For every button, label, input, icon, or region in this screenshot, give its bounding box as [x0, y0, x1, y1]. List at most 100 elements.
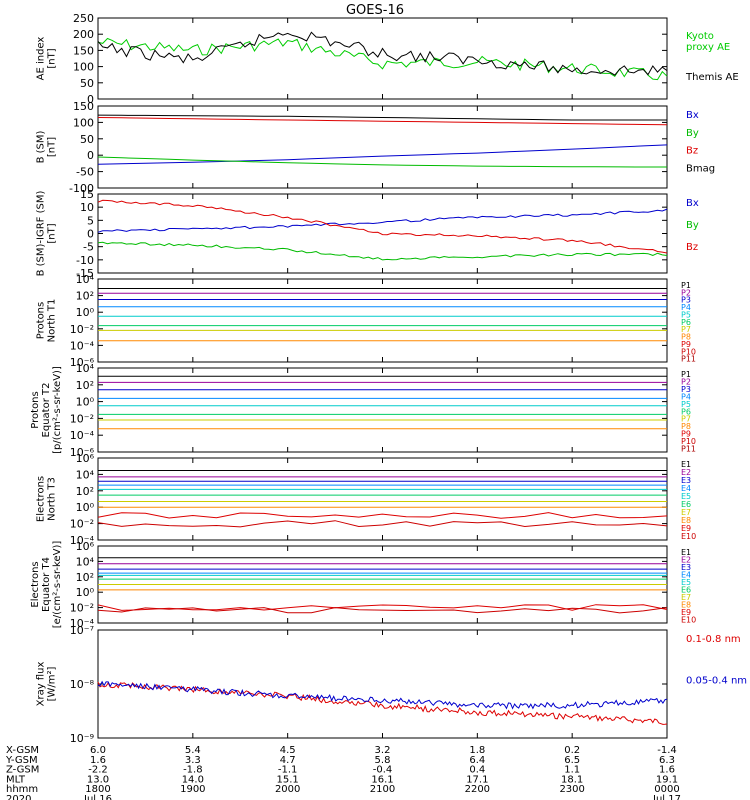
ephemeris-table: X-GSMY-GSMZ-GSMMLThhmm20206.01.6-2.213.0…: [5, 745, 681, 800]
ephemeris-value: 6.0: [90, 745, 106, 756]
series-line: [97, 681, 668, 725]
ephemeris-value: 5.8: [375, 755, 391, 766]
y-tick-label: 10⁻⁷: [70, 624, 94, 637]
panel-pt1: 10⁴ 10² 10⁰ 10⁻² 10⁻⁴ 10⁻⁶ ProtonsNorth T1 P1P2…: [36, 273, 697, 369]
channel-label: E3: [681, 563, 691, 572]
y-tick-label: 10²: [76, 571, 94, 584]
panel-frame: [97, 629, 668, 739]
legend-entry: Kyoto: [686, 31, 714, 42]
series-line: [97, 520, 668, 528]
series-line: [97, 114, 667, 121]
legend-entry: 0.1-0.8 nm: [686, 634, 741, 645]
channel-label: E1: [681, 460, 691, 469]
y-tick-label: 10⁻²: [70, 518, 94, 531]
panel-frame: [97, 17, 668, 100]
panel-frame: [97, 278, 668, 363]
channel-label: E2: [681, 556, 691, 565]
channel-label: P11: [681, 355, 696, 364]
y-tick-label: 200: [73, 28, 94, 41]
channel-label: E1: [681, 548, 691, 557]
ephemeris-value: -1.1: [278, 765, 298, 776]
ephemeris-value: 19.1: [656, 774, 678, 785]
channel-label: P1: [681, 370, 691, 379]
y-tick-label: 250: [73, 12, 94, 25]
panel-et4: 10⁶ 10⁴ 10² 10⁰ 10⁻² 10⁻⁴ ElectronsEquator T4[…: [30, 540, 696, 630]
y-tick-label: -15: [76, 267, 94, 280]
series-line: [97, 680, 668, 710]
y-tick-label: 10⁰: [76, 586, 95, 599]
ephemeris-value: 16.1: [371, 774, 393, 785]
ephemeris-value: 4.7: [280, 755, 296, 766]
channel-label: E4: [681, 571, 691, 580]
ephemeris-value: 15.1: [277, 774, 299, 785]
y-axis-label: ProtonsNorth T1: [36, 299, 58, 343]
channel-label: E9: [681, 608, 691, 617]
y-tick-label: 10⁻²: [70, 412, 94, 425]
y-tick-label: 10⁶: [76, 452, 95, 465]
y-tick-label: 10⁰: [76, 501, 95, 514]
y-tick-label: 10²: [76, 379, 94, 392]
y-axis-label: B (SM)-IGRF (SM)[nT]: [36, 191, 58, 277]
y-tick-label: -50: [76, 166, 94, 179]
channel-label: P2: [681, 377, 691, 386]
y-tick-label: -5: [83, 241, 94, 254]
legend-entry: Bmag: [686, 163, 715, 174]
y-tick-label: 10⁻⁶: [70, 356, 95, 369]
ephemeris-value: 3.3: [185, 755, 201, 766]
ephemeris-value: -1.8: [183, 765, 203, 776]
channel-label: E9: [681, 524, 691, 533]
ephemeris-value: 6.5: [564, 755, 580, 766]
ephemeris-value: 6.3: [659, 755, 675, 766]
channel-label: P10: [681, 437, 696, 446]
ephemeris-value: 4.5: [280, 745, 296, 756]
y-tick-label: 10⁴: [76, 555, 95, 568]
panel-bsm: 150 100 50 0 -50 -100 B (SM)[nT] Bx By Bz Bmag: [36, 100, 716, 195]
y-axis-label: ElectronsEquator T4[e/(cm²-s-sr-keV)]: [30, 541, 63, 629]
y-axis-label: B (SM)[nT]: [36, 130, 58, 163]
y-tick-label: 10⁴: [76, 273, 95, 286]
ephemeris-value: -1.4: [657, 745, 677, 756]
series-line: [97, 208, 668, 233]
panel-frame: [97, 367, 668, 453]
y-tick-label: 10⁶: [76, 540, 95, 553]
channel-label: E7: [681, 508, 691, 517]
ephemeris-value: 3.2: [375, 745, 391, 756]
series-line: [97, 607, 668, 614]
y-tick-label: 15: [80, 188, 94, 201]
series-line: [97, 512, 668, 519]
ephemeris-value: 14.0: [182, 774, 204, 785]
channel-label: P10: [681, 347, 696, 356]
channel-label: P7: [681, 415, 691, 424]
ephemeris-value: 6.4: [469, 755, 485, 766]
ephemeris-value: 0.4: [469, 765, 485, 776]
y-tick-label: 10⁻²: [70, 602, 94, 615]
ephemeris-row-label: Y-GSM: [5, 755, 38, 766]
series-line: [97, 199, 668, 254]
plot-title: GOES-16: [346, 3, 404, 18]
ephemeris-row-label: hhmm: [6, 784, 38, 795]
y-tick-label: 10⁻⁴: [70, 339, 95, 352]
legend-entry: 0.05-0.4 nm: [686, 676, 747, 687]
channel-label: P9: [681, 430, 691, 439]
channel-label: P3: [681, 296, 691, 305]
legend-entry: By: [686, 128, 699, 139]
channel-label: E2: [681, 468, 691, 477]
y-tick-label: 10: [80, 201, 94, 214]
ephemeris-value: 1.8: [469, 745, 485, 756]
channel-label: P8: [681, 422, 691, 431]
channel-label: P2: [681, 288, 691, 297]
y-axis-label: Xray flux[W/m²]: [36, 662, 58, 707]
legend-entry: By: [686, 220, 699, 231]
ephemeris-value: 1.6: [659, 765, 675, 776]
y-tick-label: 10⁻⁶: [70, 446, 95, 459]
panel-pt2: 10⁴ 10² 10⁰ 10⁻² 10⁻⁴ 10⁻⁶ ProtonsEquator T2[p…: [30, 362, 696, 459]
channel-label: E10: [681, 532, 696, 541]
channel-label: P11: [681, 445, 696, 454]
series-line: [97, 31, 668, 76]
channel-label: P3: [681, 385, 691, 394]
